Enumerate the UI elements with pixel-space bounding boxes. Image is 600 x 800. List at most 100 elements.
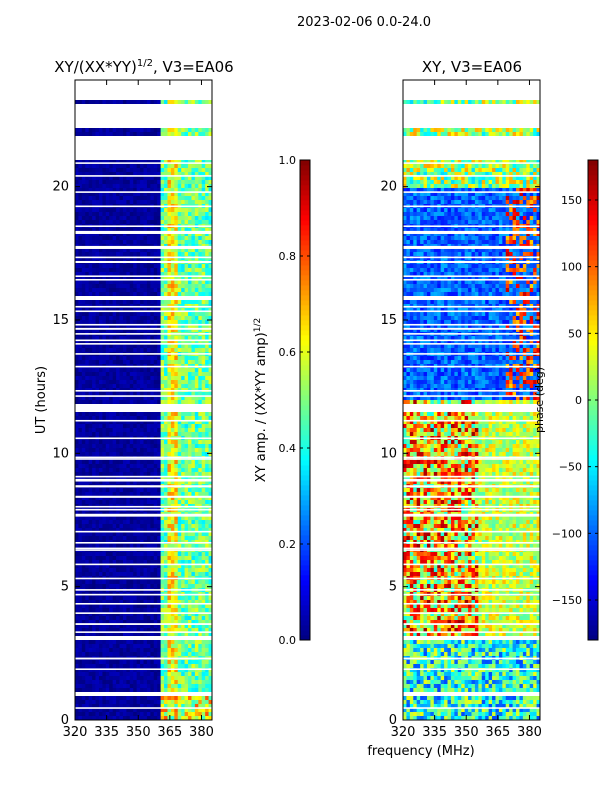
heatmap-cell <box>181 208 185 213</box>
heatmap-cell <box>201 256 206 261</box>
heatmap-cell <box>198 292 203 297</box>
heatmap-cell <box>119 268 124 273</box>
heatmap-cell <box>184 128 189 133</box>
heatmap-cell <box>146 340 151 345</box>
heatmap-cell <box>98 396 103 401</box>
heatmap-cell <box>105 168 110 173</box>
heatmap-cell <box>208 308 213 313</box>
heatmap-cell <box>92 168 96 173</box>
heatmap-cell <box>122 416 127 421</box>
heatmap-cell <box>140 368 144 373</box>
heatmap-cell <box>201 316 206 321</box>
heatmap-cell <box>174 336 179 341</box>
heatmap-cell <box>105 236 110 241</box>
heatmap-cell <box>119 292 124 297</box>
heatmap-cell <box>95 536 100 541</box>
heatmap-cell <box>167 392 172 397</box>
heatmap-cell <box>85 92 90 97</box>
heatmap-cell <box>116 288 120 293</box>
heatmap-cell <box>164 88 168 93</box>
heatmap-cell <box>85 100 90 105</box>
heatmap-cell <box>119 556 124 561</box>
heatmap-cell <box>105 300 110 305</box>
heatmap-cell <box>188 152 192 157</box>
heatmap-cell <box>184 348 189 353</box>
heatmap-cell <box>208 560 213 565</box>
heatmap-cell <box>174 516 179 521</box>
heatmap-cell <box>164 416 168 421</box>
heatmap-cell <box>167 116 172 121</box>
heatmap-cell <box>140 480 144 485</box>
heatmap-cell <box>109 344 114 349</box>
heatmap-cell <box>95 96 100 101</box>
heatmap-cell <box>177 396 182 401</box>
heatmap-cell <box>160 468 165 473</box>
heatmap-cell <box>205 124 209 129</box>
heatmap-cell <box>95 300 100 305</box>
heatmap-cell <box>126 520 131 525</box>
heatmap-cell <box>170 84 175 89</box>
heatmap-cell <box>140 532 144 537</box>
heatmap-cell <box>140 344 144 349</box>
heatmap-cell <box>157 108 162 113</box>
heatmap-cell <box>143 128 148 133</box>
heatmap-cell <box>98 200 103 205</box>
heatmap-cell <box>95 240 100 245</box>
heatmap-cell <box>150 472 155 477</box>
heatmap-cell <box>78 360 83 365</box>
heatmap-cell <box>150 156 155 161</box>
heatmap-cell <box>201 468 206 473</box>
heatmap-cell <box>112 232 117 237</box>
heatmap-cell <box>194 568 199 573</box>
heatmap-cell <box>157 176 162 181</box>
heatmap-cell <box>174 448 179 453</box>
heatmap-cell <box>136 216 141 221</box>
heatmap-cell <box>140 168 144 173</box>
heatmap-cell <box>95 156 100 161</box>
heatmap-cell <box>194 524 199 529</box>
heatmap-cell <box>122 568 127 573</box>
heatmap-cell <box>98 516 103 521</box>
heatmap-cell <box>188 472 192 477</box>
heatmap-cell <box>112 300 117 305</box>
heatmap-cell <box>150 316 155 321</box>
heatmap-cell <box>88 416 93 421</box>
heatmap-cell <box>153 108 158 113</box>
heatmap-cell <box>92 300 96 305</box>
heatmap-cell <box>153 356 158 361</box>
heatmap-cell <box>167 464 172 469</box>
heatmap-cell <box>150 404 155 409</box>
heatmap-cell <box>95 188 100 193</box>
heatmap-cell <box>129 128 134 133</box>
heatmap-cell <box>81 428 86 433</box>
heatmap-cell <box>92 320 96 325</box>
heatmap-cell <box>116 356 120 361</box>
heatmap-cell <box>181 152 185 157</box>
heatmap-cell <box>188 556 192 561</box>
heatmap-cell <box>126 572 131 577</box>
heatmap-cell <box>143 520 148 525</box>
heatmap-cell <box>119 320 124 325</box>
heatmap-cell <box>78 500 83 505</box>
heatmap-cell <box>157 180 162 185</box>
heatmap-cell <box>75 400 79 405</box>
heatmap-cell <box>126 336 131 341</box>
heatmap-cell <box>181 368 185 373</box>
heatmap-cell <box>129 236 134 241</box>
heatmap-cell <box>201 164 206 169</box>
heatmap-cell <box>194 96 199 101</box>
heatmap-cell <box>102 396 107 401</box>
heatmap-cell <box>184 396 189 401</box>
heatmap-cell <box>177 276 182 281</box>
heatmap-cell <box>153 480 158 485</box>
heatmap-cell <box>177 524 182 529</box>
heatmap-cell <box>184 472 189 477</box>
heatmap-cell <box>153 432 158 437</box>
heatmap-cell <box>201 476 206 481</box>
heatmap-cell <box>201 124 206 129</box>
heatmap-cell <box>78 528 83 533</box>
heatmap-cell <box>150 444 155 449</box>
heatmap-cell <box>75 320 79 325</box>
heatmap-cell <box>81 120 86 125</box>
heatmap-cell <box>146 300 151 305</box>
